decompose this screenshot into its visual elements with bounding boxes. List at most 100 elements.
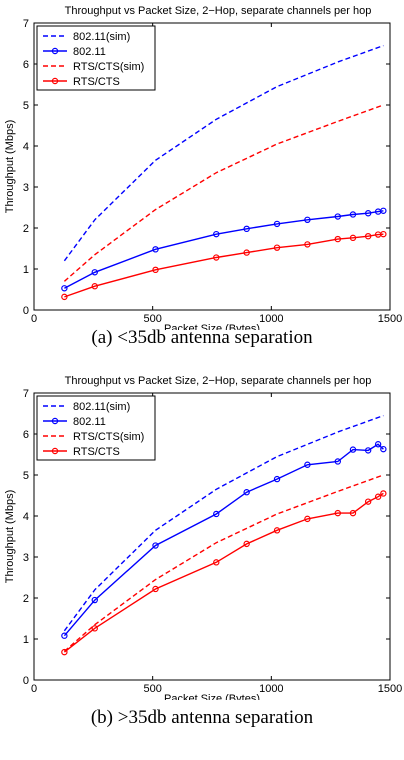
data-point-rts-cts bbox=[374, 493, 382, 500]
data-point-802-11 bbox=[349, 211, 357, 218]
data-point-802-11 bbox=[243, 225, 250, 233]
caption-a: (a) <35db antenna separation bbox=[91, 327, 313, 348]
legend-label: RTS/CTS(sim) bbox=[73, 61, 144, 73]
chart-panel-a: Throughput vs Packet Size, 2−Hop, separa… bbox=[0, 0, 404, 340]
throughput-chart-b: Throughput vs Packet Size, 2−Hop, separa… bbox=[4, 375, 402, 700]
y-tick-label: 0 bbox=[23, 675, 29, 687]
data-point-rts-cts bbox=[243, 249, 250, 256]
data-point-802-11 bbox=[91, 596, 98, 604]
legend-label: 802.11(sim) bbox=[73, 401, 130, 413]
y-tick-label: 2 bbox=[23, 223, 29, 235]
legend-marker bbox=[51, 47, 59, 55]
y-tick-label: 6 bbox=[23, 429, 29, 441]
legend-label: 802.11 bbox=[73, 46, 106, 58]
data-point-802-11 bbox=[273, 475, 281, 483]
x-axis-label: Packet Size (Bytes) bbox=[164, 323, 260, 330]
x-axis-label: Packet Size (Bytes) bbox=[164, 693, 260, 700]
data-point-rts-cts bbox=[334, 235, 341, 243]
x-tick-label: 0 bbox=[31, 313, 37, 325]
series-rts-cts-sim bbox=[63, 474, 384, 652]
y-tick-label: 3 bbox=[23, 182, 29, 194]
data-point-rts-cts bbox=[213, 254, 220, 261]
legend-label: RTS/CTS bbox=[73, 76, 120, 88]
caption-b: (b) >35db antenna separation bbox=[90, 707, 314, 728]
series-line-rts-cts bbox=[64, 233, 384, 298]
series-rts-cts-sim bbox=[63, 104, 384, 282]
data-point-rts-cts bbox=[364, 232, 372, 240]
data-point-rts-cts bbox=[243, 540, 250, 548]
series-line-rts-cts bbox=[63, 492, 384, 653]
data-point-802-11 bbox=[213, 510, 220, 518]
data-point-802-11 bbox=[380, 207, 387, 214]
data-point-802-11 bbox=[152, 542, 159, 549]
legend-label: RTS/CTS(sim) bbox=[73, 431, 144, 443]
x-tick-label: 1500 bbox=[378, 683, 402, 695]
data-point-rts-cts bbox=[380, 490, 387, 497]
legend-marker bbox=[51, 447, 59, 455]
data-point-rts-cts bbox=[273, 527, 281, 534]
series-line-rts-cts-sim bbox=[63, 474, 384, 652]
data-point-rts-cts bbox=[152, 266, 159, 274]
legend-marker bbox=[51, 77, 59, 85]
y-tick-label: 6 bbox=[23, 59, 29, 71]
data-point-rts-cts bbox=[61, 648, 68, 656]
x-tick-label: 1000 bbox=[259, 683, 283, 695]
x-tick-label: 1500 bbox=[378, 313, 402, 325]
series-line-802-11 bbox=[63, 443, 384, 637]
data-point-802-11 bbox=[61, 632, 68, 639]
data-point-rts-cts bbox=[61, 293, 68, 301]
y-tick-label: 4 bbox=[23, 141, 29, 153]
data-point-rts-cts bbox=[334, 509, 341, 517]
y-tick-label: 7 bbox=[23, 18, 29, 30]
series-802-11 bbox=[61, 441, 387, 639]
data-point-rts-cts bbox=[380, 230, 387, 238]
data-point-rts-cts bbox=[91, 625, 98, 632]
data-point-rts-cts bbox=[304, 241, 311, 248]
legend-label: RTS/CTS bbox=[73, 446, 120, 458]
data-point-rts-cts bbox=[213, 559, 220, 566]
x-tick-label: 500 bbox=[143, 683, 161, 695]
series-line-802-11-sim bbox=[63, 414, 384, 632]
y-tick-label: 1 bbox=[23, 264, 29, 276]
series-rts-cts bbox=[61, 230, 387, 301]
y-tick-label: 7 bbox=[23, 388, 29, 400]
data-point-802-11 bbox=[380, 445, 387, 453]
data-point-802-11 bbox=[243, 489, 250, 496]
y-tick-label: 4 bbox=[23, 511, 29, 523]
data-point-802-11 bbox=[213, 230, 220, 238]
series-line-802-11-sim bbox=[63, 44, 384, 262]
data-point-rts-cts bbox=[349, 234, 357, 242]
y-tick-label: 0 bbox=[23, 305, 29, 317]
series-line-rts-cts-sim bbox=[63, 104, 384, 282]
series-802-11 bbox=[61, 207, 387, 292]
series-802-11-sim bbox=[63, 44, 384, 262]
data-point-802-11 bbox=[364, 210, 372, 217]
throughput-chart-a: Throughput vs Packet Size, 2−Hop, separa… bbox=[4, 5, 402, 330]
data-point-rts-cts bbox=[91, 283, 98, 290]
chart-panel-b: Throughput vs Packet Size, 2−Hop, separa… bbox=[0, 370, 404, 710]
y-tick-label: 5 bbox=[23, 100, 29, 112]
y-tick-label: 2 bbox=[23, 593, 29, 605]
y-axis-label: Throughput (Mbps) bbox=[4, 120, 16, 214]
data-point-802-11 bbox=[152, 246, 159, 253]
legend-label: 802.11(sim) bbox=[73, 31, 130, 43]
data-point-802-11 bbox=[273, 220, 281, 228]
data-point-802-11 bbox=[334, 458, 341, 465]
chart-title: Throughput vs Packet Size, 2−Hop, separa… bbox=[65, 5, 372, 17]
x-tick-label: 0 bbox=[31, 683, 37, 695]
data-point-802-11 bbox=[304, 461, 311, 468]
data-point-802-11 bbox=[334, 213, 341, 220]
data-point-rts-cts bbox=[349, 509, 357, 517]
data-point-802-11 bbox=[364, 447, 372, 454]
x-tick-label: 500 bbox=[143, 313, 161, 325]
data-point-rts-cts bbox=[304, 515, 311, 523]
data-point-rts-cts bbox=[152, 585, 159, 593]
series-line-802-11 bbox=[64, 210, 384, 289]
legend-label: 802.11 bbox=[73, 416, 106, 428]
legend-marker bbox=[51, 417, 59, 425]
x-tick-label: 1000 bbox=[259, 313, 283, 325]
data-point-802-11 bbox=[91, 269, 98, 276]
data-point-802-11 bbox=[349, 446, 357, 453]
y-tick-label: 5 bbox=[23, 470, 29, 482]
data-point-802-11 bbox=[304, 216, 311, 223]
